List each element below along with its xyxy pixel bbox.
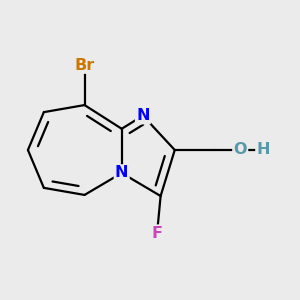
Text: O: O [233,142,247,158]
Text: N: N [136,108,150,123]
Text: H: H [256,142,270,158]
Text: Br: Br [74,58,95,73]
Text: F: F [152,226,163,241]
Text: N: N [115,166,128,181]
